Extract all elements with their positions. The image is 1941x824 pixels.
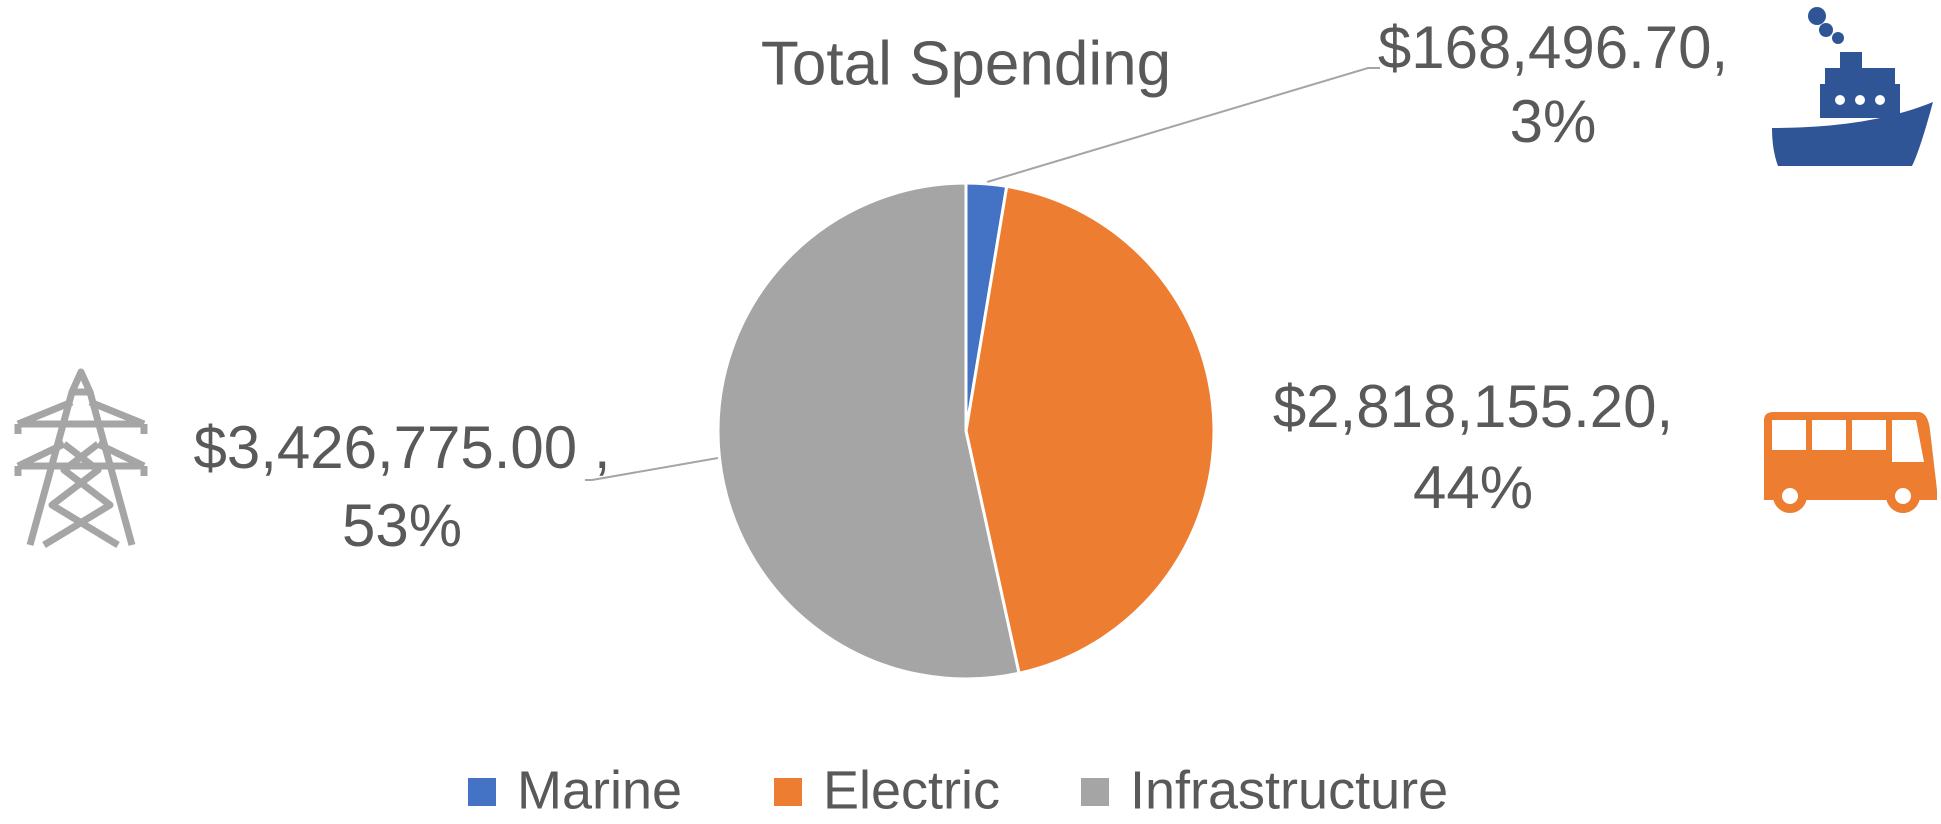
legend-swatch xyxy=(1081,778,1109,806)
data-label: 44% xyxy=(1413,454,1533,521)
tower-icon xyxy=(14,368,148,548)
legend-label: Infrastructure xyxy=(1130,760,1448,820)
ship-portholes xyxy=(1835,95,1885,105)
chart-title: Total Spending xyxy=(761,29,1171,98)
pie-slice xyxy=(964,184,1216,676)
ship-icon xyxy=(1772,7,1933,166)
data-label: 3% xyxy=(1510,88,1597,155)
data-label: $3,426,775.00 , xyxy=(193,414,610,481)
leader-line xyxy=(585,457,719,481)
legend-label: Electric xyxy=(823,760,1000,820)
legend-swatch xyxy=(774,778,802,806)
data-label: 53% xyxy=(342,492,462,559)
legend-label: Marine xyxy=(517,760,682,820)
bus-icon xyxy=(1764,412,1937,513)
pie-slice xyxy=(716,181,1021,681)
legend-swatch xyxy=(468,778,496,806)
leader-line xyxy=(986,67,1380,183)
data-label: $2,818,155.20, xyxy=(1273,373,1673,440)
data-label: $168,496.70, xyxy=(1378,14,1728,81)
